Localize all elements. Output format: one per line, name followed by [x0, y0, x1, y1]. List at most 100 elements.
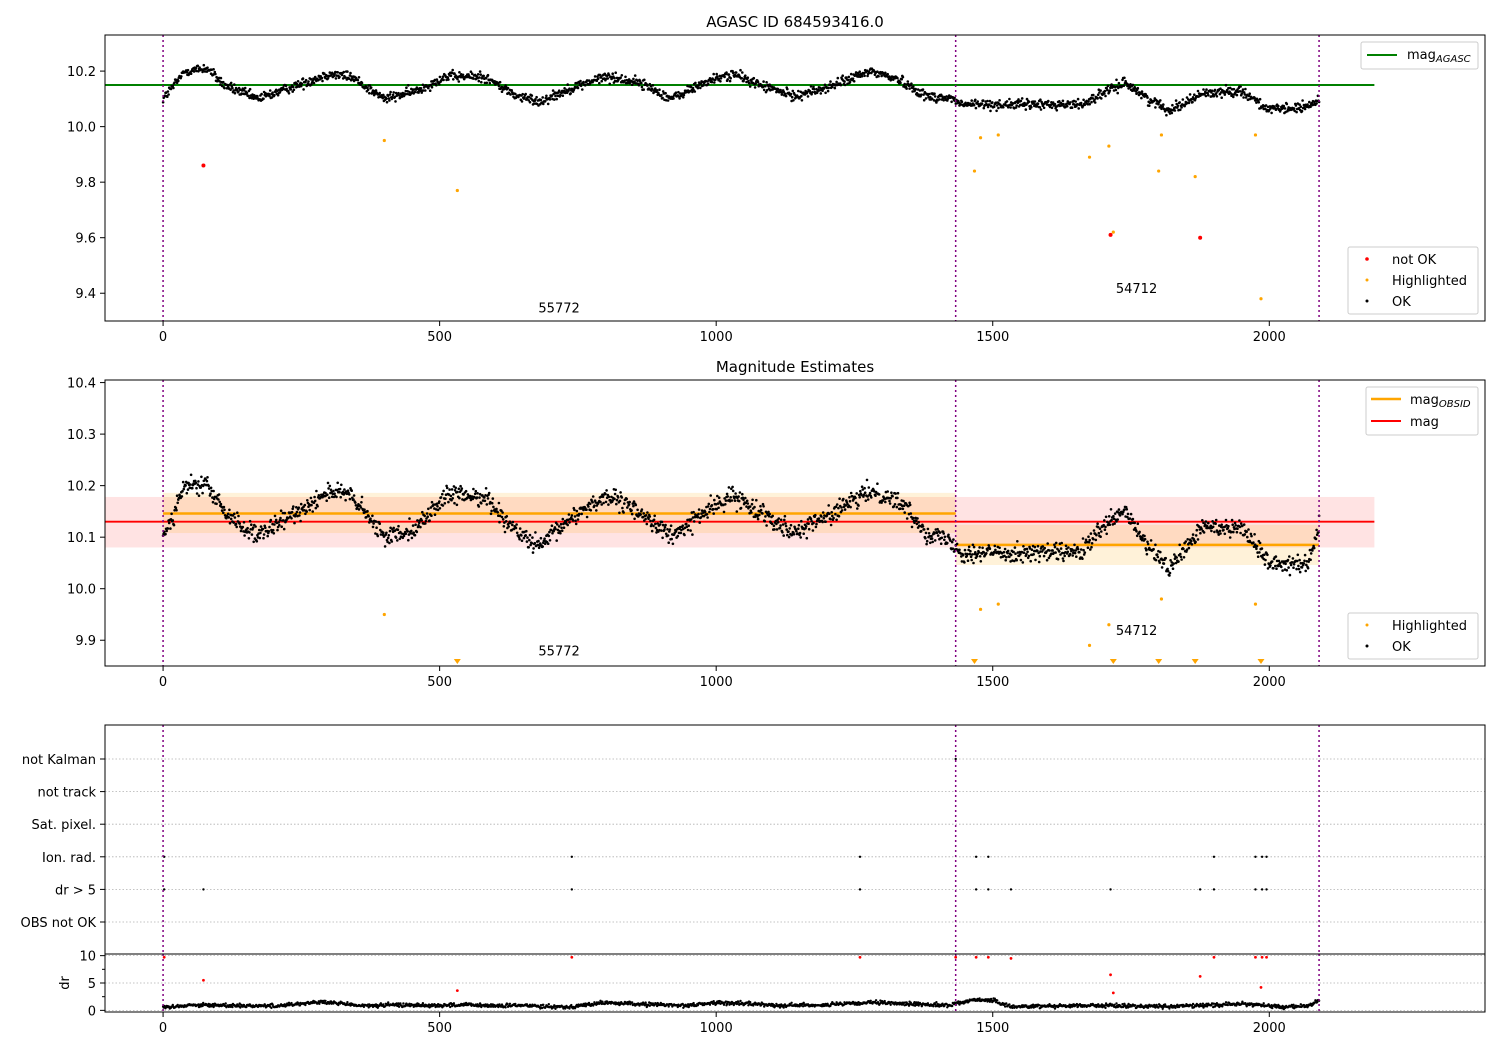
ok-point — [915, 519, 918, 522]
ok-point — [417, 91, 420, 94]
ok-point — [1235, 93, 1239, 97]
ok-point — [726, 78, 729, 81]
legend-label-highlighted: Highlighted — [1392, 274, 1467, 289]
ok-point — [901, 507, 905, 511]
ok-point — [702, 514, 706, 518]
ok-point — [1188, 93, 1192, 96]
ok-point — [333, 492, 336, 496]
ok-point — [1122, 84, 1126, 87]
ok-point — [427, 507, 430, 511]
ok-point — [1287, 566, 1290, 569]
ok-point — [1046, 542, 1049, 545]
ok-point — [589, 509, 593, 512]
flag-point — [987, 855, 990, 858]
y-tick-label: 10.1 — [67, 531, 96, 546]
ok-point — [800, 99, 804, 102]
ok-point — [166, 90, 170, 93]
ok-point — [311, 79, 315, 82]
ok-point — [661, 523, 665, 527]
ok-point — [1021, 561, 1025, 564]
ok-point — [1185, 548, 1189, 551]
ok-point — [854, 501, 858, 505]
ok-point — [703, 510, 707, 514]
agasc-magnitude-panel: AGASC ID 684593416.0 55772 54712 0 500 100… — [67, 13, 1486, 345]
ok-point — [397, 94, 401, 97]
ok-point — [900, 77, 903, 81]
ok-point — [343, 488, 346, 491]
ok-point — [840, 506, 843, 509]
ok-point — [1299, 561, 1303, 565]
ok-point — [278, 518, 282, 522]
ok-point — [1194, 534, 1198, 537]
ok-point — [834, 512, 837, 516]
ok-point — [687, 524, 690, 527]
ok-point — [346, 70, 349, 73]
ok-point — [1266, 553, 1269, 557]
ok-point — [567, 513, 571, 516]
ok-point — [299, 502, 303, 506]
ok-point — [166, 95, 169, 98]
ok-point — [1250, 534, 1253, 538]
ok-point — [338, 490, 341, 494]
ok-point — [222, 511, 225, 515]
ok-point — [419, 525, 422, 529]
highlighted-point — [1111, 230, 1115, 234]
ok-point — [1298, 558, 1301, 562]
x-tick-label: 1000 — [700, 330, 733, 345]
ok-point — [1269, 564, 1272, 567]
ok-point — [279, 516, 282, 520]
ok-point — [784, 524, 788, 528]
ok-point — [228, 521, 232, 525]
ok-point — [439, 496, 443, 499]
ok-point — [756, 80, 760, 84]
ok-point — [654, 526, 658, 530]
ok-point — [1219, 532, 1222, 535]
ok-point — [500, 515, 504, 519]
flags-gridlines — [105, 758, 1485, 923]
ok-point — [196, 64, 200, 68]
ok-point — [501, 86, 504, 89]
ok-point — [438, 75, 442, 79]
ok-point — [706, 516, 709, 519]
ok-point — [725, 492, 729, 496]
ok-point — [243, 534, 246, 537]
ok-point — [599, 500, 602, 504]
ok-point — [189, 72, 193, 75]
highlighted-point — [1259, 297, 1263, 301]
ok-point — [1253, 543, 1257, 546]
ok-point — [369, 517, 372, 520]
flag-point — [974, 855, 978, 858]
ok-point — [511, 523, 514, 527]
ok-point — [604, 500, 608, 504]
ok-point — [551, 89, 555, 92]
ok-point — [1083, 551, 1087, 554]
ok-point — [823, 83, 827, 87]
ok-point — [283, 511, 287, 515]
ok-point — [1116, 518, 1119, 521]
ok-point — [238, 522, 241, 525]
ok-point — [290, 517, 293, 520]
ok-point — [1309, 552, 1313, 555]
ok-point — [658, 523, 662, 526]
ok-point — [782, 534, 785, 537]
ok-point — [218, 500, 221, 504]
ok-point — [978, 555, 982, 558]
flag-row-label: Sat. pixel. — [32, 818, 96, 833]
ok-point — [246, 526, 249, 530]
ok-point — [324, 491, 327, 495]
ok-point — [969, 549, 972, 553]
ok-point — [1094, 538, 1098, 542]
legend-label-mag: mag — [1410, 415, 1439, 430]
ok-point — [250, 523, 253, 526]
ok-point — [971, 553, 974, 556]
ok-point — [1238, 90, 1242, 93]
ok-point — [963, 548, 967, 552]
ok-point — [1096, 97, 1099, 100]
ok-point — [469, 70, 473, 73]
ok-point — [1037, 551, 1040, 555]
panel-2-legend-upper: magOBSID mag — [1365, 386, 1479, 436]
ok-point — [615, 502, 618, 506]
ok-point — [593, 504, 596, 508]
